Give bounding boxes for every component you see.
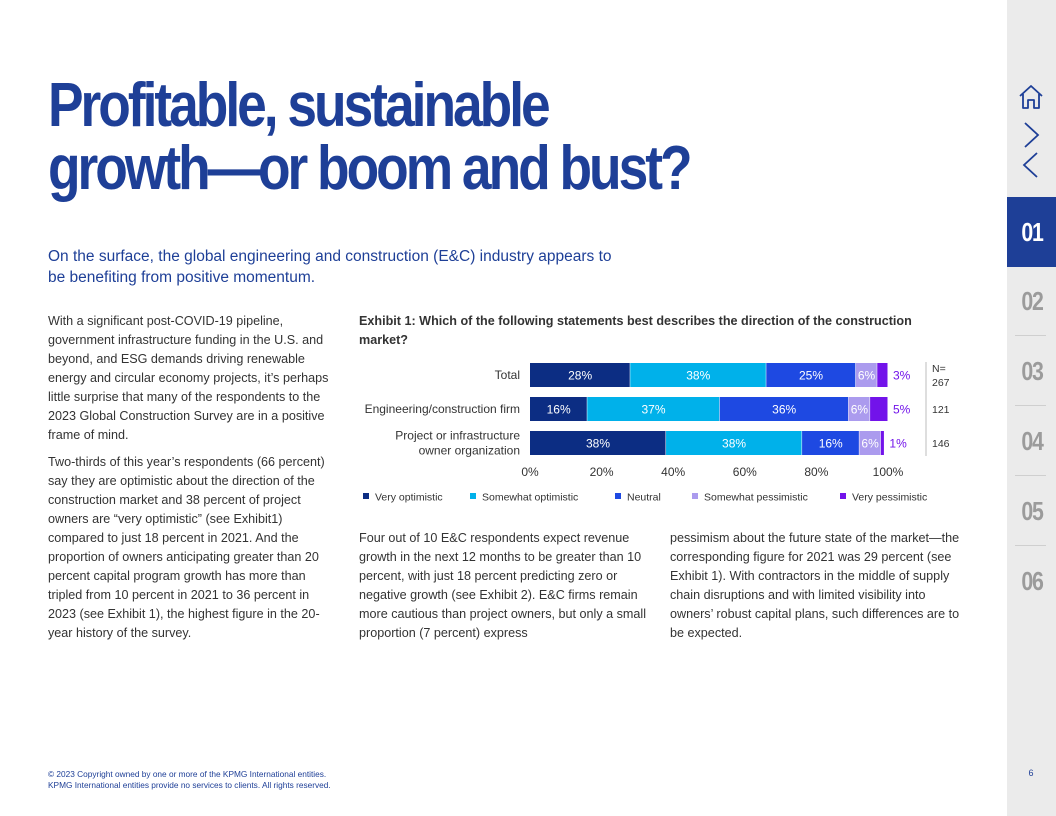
bar-segment	[587, 397, 720, 421]
data-label: 25%	[799, 369, 823, 383]
chapter-tab-03[interactable]: 03	[1007, 336, 1056, 406]
category-label: Engineering/construction firm	[365, 402, 520, 416]
left-paragraph-2: Two-thirds of this year’s respondents (6…	[48, 453, 340, 643]
middle-column: Four out of 10 E&C respondents expect re…	[359, 529, 651, 643]
x-tick-label: 100%	[873, 465, 904, 479]
sidebar-divider	[1015, 475, 1046, 476]
x-tick-label: 40%	[661, 465, 685, 479]
sidebar-divider	[1015, 405, 1046, 406]
sidebar	[1007, 0, 1056, 816]
bar-segment	[859, 431, 881, 455]
chapter-tab-01-label: 01	[1020, 216, 1043, 247]
bar-segment	[848, 397, 870, 421]
bar-segment	[766, 363, 856, 387]
bar-segment	[530, 431, 666, 455]
left-paragraph-2a: Two-thirds of this year’s respondents (6…	[48, 455, 325, 526]
data-label: 28%	[568, 369, 592, 383]
category-label: Project or infrastructure	[395, 429, 520, 443]
n-value: 146	[932, 438, 950, 450]
bar-segment	[530, 363, 630, 387]
legend-swatch	[470, 493, 476, 499]
left-paragraph-2b: compared to just 18 percent in 2021. And…	[48, 531, 320, 640]
bar-segment	[802, 431, 859, 455]
right-paragraph: pessimism about the future state of the …	[670, 531, 960, 640]
legend-label: Somewhat optimistic	[482, 492, 578, 504]
data-label: 16%	[819, 437, 843, 451]
chapter-tab-04-label: 04	[1020, 425, 1043, 456]
middle-paragraph: Four out of 10 E&C respondents expect re…	[359, 531, 646, 640]
legend-label: Somewhat pessimistic	[704, 492, 808, 504]
chapter-tab-05[interactable]: 05	[1007, 476, 1056, 546]
data-label: 6%	[861, 437, 879, 451]
page-number: 6	[1028, 768, 1034, 778]
legend-swatch	[615, 493, 621, 499]
bar-segment	[877, 363, 888, 387]
intro-text: On the surface, the global engineering a…	[48, 248, 612, 286]
x-tick-label: 20%	[590, 465, 614, 479]
data-label: 1%	[889, 437, 907, 451]
legend-swatch	[692, 493, 698, 499]
legend-label: Neutral	[627, 492, 661, 504]
chapter-tab-05-label: 05	[1020, 495, 1043, 526]
chapter-tab-06[interactable]: 06	[1007, 546, 1056, 616]
data-label: 6%	[851, 403, 869, 417]
chapter-tab-03-label: 03	[1020, 355, 1043, 386]
data-label: 5%	[893, 403, 911, 417]
chevron-right-icon[interactable]	[1008, 120, 1054, 150]
chapter-tab-02[interactable]: 02	[1007, 266, 1056, 336]
n-value: 121	[932, 404, 950, 416]
legend-swatch	[363, 493, 369, 499]
exhibit-title: Exhibit 1: Which of the following statem…	[359, 314, 912, 347]
x-tick-label: 80%	[804, 465, 828, 479]
data-label: 3%	[893, 369, 911, 383]
legend-swatch	[840, 493, 846, 499]
sidebar-divider	[1015, 545, 1046, 546]
chevron-left-icon[interactable]	[1008, 150, 1054, 180]
category-label: Total	[495, 368, 520, 382]
n-value: 267	[932, 377, 950, 389]
left-column: With a significant post-COVID-19 pipelin…	[48, 312, 340, 643]
chapter-tab-01[interactable]: 01	[1007, 197, 1056, 267]
chapter-tab-06-label: 06	[1020, 565, 1043, 596]
chapter-tab-02-label: 02	[1020, 285, 1043, 316]
page-title-line-2: growth—or boom and bust?	[48, 134, 693, 203]
page-title-line-1: Profitable, sustainable	[48, 71, 551, 140]
footer-disclaimer: KPMG International entities provide no s…	[48, 780, 331, 790]
chapter-tab-04[interactable]: 04	[1007, 406, 1056, 476]
bar-segment	[666, 431, 802, 455]
legend-label: Very optimistic	[375, 492, 443, 504]
left-paragraph-1: With a significant post-COVID-19 pipelin…	[48, 314, 329, 442]
x-tick-label: 60%	[733, 465, 757, 479]
bar-segment	[870, 397, 888, 421]
n-header: N=	[932, 363, 946, 375]
data-label: 16%	[547, 403, 571, 417]
legend-label: Very pessimistic	[852, 492, 927, 504]
bar-segment	[880, 431, 884, 455]
bar-segment	[530, 397, 587, 421]
data-label: 38%	[586, 437, 610, 451]
x-tick-label: 0%	[521, 465, 539, 479]
bar-segment	[630, 363, 766, 387]
footer-copyright: © 2023 Copyright owned by one or more of…	[48, 769, 327, 779]
data-label: 6%	[858, 369, 876, 383]
data-label: 38%	[722, 437, 746, 451]
sidebar-divider	[1015, 335, 1046, 336]
bar-segment	[719, 397, 849, 421]
right-column: pessimism about the future state of the …	[670, 529, 966, 643]
category-label: owner organization	[419, 444, 520, 458]
home-icon[interactable]	[1008, 82, 1054, 112]
page-title: Profitable, sustainable growth—or boom a…	[48, 74, 753, 200]
data-label: 38%	[686, 369, 710, 383]
footer: © 2023 Copyright owned by one or more of…	[48, 769, 331, 791]
bar-segment	[855, 363, 877, 387]
data-label: 36%	[772, 403, 796, 417]
data-label: 37%	[641, 403, 665, 417]
